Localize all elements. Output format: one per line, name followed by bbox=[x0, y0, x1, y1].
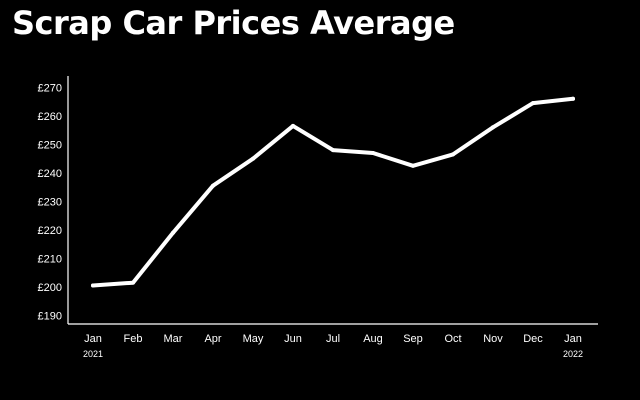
series-group bbox=[91, 96, 575, 288]
y-tick-label: £260 bbox=[38, 111, 62, 123]
x-tick-label: Mar bbox=[164, 333, 183, 345]
x-axis: Jan Feb Mar Apr May Jun Jul Aug Sep Oct Nov Dec Jan 2… bbox=[68, 323, 598, 359]
data-point bbox=[451, 152, 455, 157]
x-tick-label: Oct bbox=[444, 333, 461, 345]
data-point bbox=[251, 156, 255, 161]
y-tick-label: £270 bbox=[38, 82, 62, 94]
y-tick-label: £190 bbox=[38, 310, 62, 322]
data-point bbox=[411, 163, 415, 168]
data-point bbox=[211, 183, 215, 188]
x-tick-label: Jul bbox=[326, 333, 340, 345]
chart-title: Scrap Car Prices Average bbox=[12, 4, 455, 42]
series-line bbox=[91, 96, 575, 288]
y-axis: £190 £200 £210 £220 £230 £240 £250 £260 £270 bbox=[38, 76, 69, 324]
y-tick-label: £230 bbox=[38, 196, 62, 208]
x-year-label: 2021 bbox=[83, 349, 103, 359]
y-tick-label: £250 bbox=[38, 139, 62, 151]
y-tick-label: £220 bbox=[38, 225, 62, 237]
y-tick-label: £240 bbox=[38, 168, 62, 180]
x-tick-label: May bbox=[243, 333, 264, 345]
data-point bbox=[91, 283, 95, 288]
x-tick-label: Aug bbox=[363, 333, 383, 345]
data-point bbox=[491, 125, 495, 130]
x-tick-label: Apr bbox=[204, 333, 221, 345]
data-point bbox=[371, 150, 375, 155]
data-point bbox=[571, 96, 575, 101]
x-tick-label: Jan bbox=[564, 333, 582, 345]
data-point bbox=[291, 123, 295, 128]
x-year-label: 2022 bbox=[563, 349, 583, 359]
x-tick-label: Jun bbox=[284, 333, 302, 345]
y-tick-label: £200 bbox=[38, 282, 62, 294]
x-tick-label: Dec bbox=[523, 333, 543, 345]
x-tick-label: Jan bbox=[84, 333, 102, 345]
data-point bbox=[131, 280, 135, 285]
y-tick-label: £210 bbox=[38, 253, 62, 265]
data-point bbox=[331, 148, 335, 153]
x-tick-label: Feb bbox=[124, 333, 143, 345]
data-point bbox=[171, 230, 175, 235]
x-tick-label: Nov bbox=[483, 333, 503, 345]
data-point bbox=[531, 101, 535, 106]
x-tick-label: Sep bbox=[403, 333, 423, 345]
